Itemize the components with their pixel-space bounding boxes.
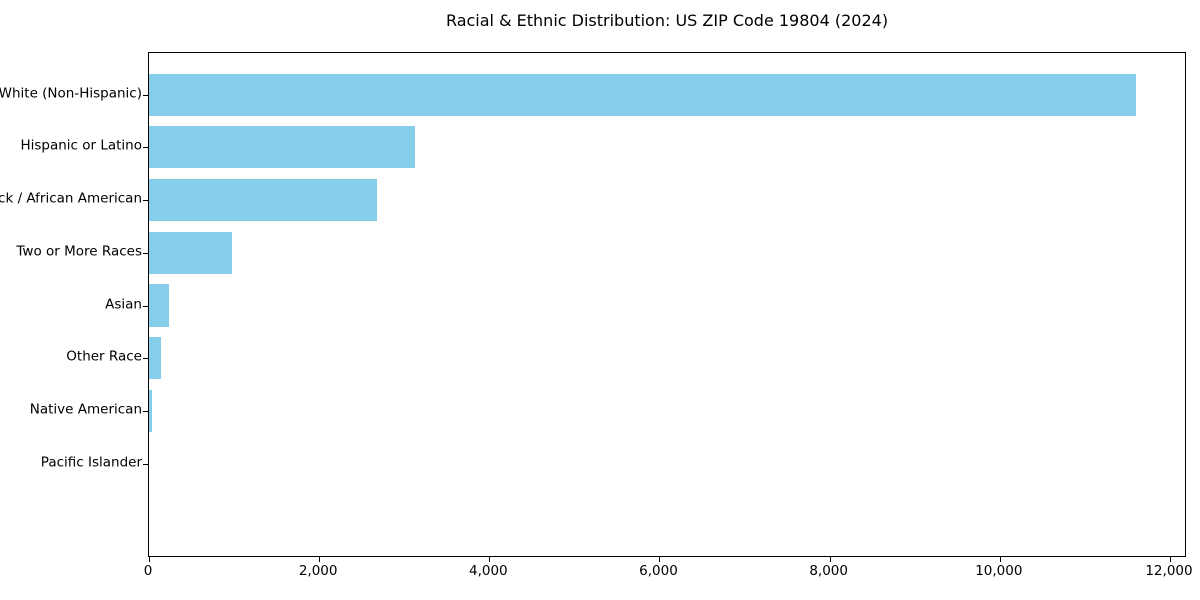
x-tick-mark — [659, 557, 661, 562]
x-tick-label: 4,000 — [468, 563, 508, 579]
y-tick-label: Other Race — [66, 348, 142, 365]
y-tick-label: Pacific Islander — [40, 453, 142, 470]
y-tick-label: White (Non-Hispanic) — [0, 84, 142, 101]
x-tick-label: 10,000 — [975, 563, 1023, 579]
y-tick-mark — [143, 463, 148, 465]
bar-other-race — [149, 337, 161, 380]
bar-two-or-more-races — [149, 231, 232, 274]
y-tick-mark — [143, 305, 148, 307]
plot-area — [143, 52, 1186, 562]
x-tick-label: 12,000 — [1145, 563, 1193, 579]
x-tick-mark — [149, 557, 150, 562]
bar-hispanic-or-latino — [149, 126, 416, 169]
bar-native-american — [149, 389, 153, 432]
bar-black-african-american — [149, 178, 378, 222]
y-tick-mark — [143, 200, 148, 202]
y-tick-mark — [143, 94, 148, 96]
x-tick-mark — [489, 557, 491, 562]
x-tick-label: 0 — [143, 563, 153, 579]
x-tick-label: 6,000 — [639, 563, 678, 579]
x-tick-mark — [999, 557, 1001, 562]
y-tick-label: Black / African American — [0, 190, 142, 207]
y-tick-label: Hispanic or Latino — [20, 137, 142, 154]
y-tick-label: Two or More Races — [16, 243, 142, 260]
y-tick-label: Native American — [29, 401, 142, 418]
y-tick-mark — [143, 410, 148, 412]
x-tick-mark — [1169, 557, 1171, 562]
y-tick-label: Asian — [105, 295, 142, 312]
x-tick-label: 2,000 — [298, 563, 338, 579]
y-tick-mark — [143, 358, 148, 360]
y-tick-mark — [143, 147, 148, 149]
y-tick-mark — [143, 252, 148, 254]
bar-asian — [149, 284, 169, 327]
bar-white-non-hispanic — [149, 73, 1136, 116]
chart-title: Racial & Ethnic Distribution: US ZIP Cod… — [445, 11, 889, 30]
x-tick-label: 8,000 — [809, 563, 848, 579]
x-tick-mark — [319, 557, 321, 562]
x-tick-mark — [829, 557, 831, 562]
